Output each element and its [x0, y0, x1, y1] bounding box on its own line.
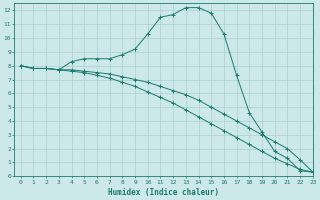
X-axis label: Humidex (Indice chaleur): Humidex (Indice chaleur) [108, 188, 219, 197]
